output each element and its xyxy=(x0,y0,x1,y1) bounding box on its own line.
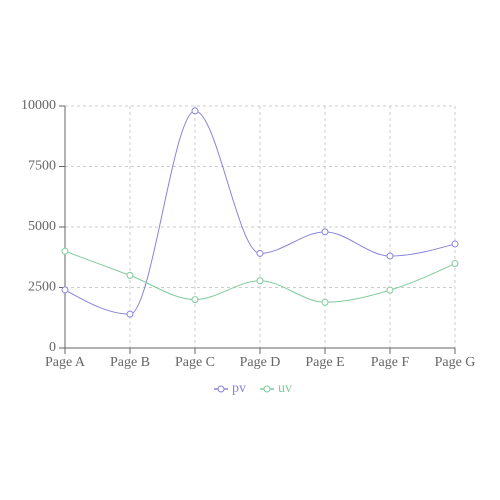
y-tick-label: 2500 xyxy=(28,280,56,295)
data-point xyxy=(126,310,134,318)
data-point xyxy=(191,107,199,115)
y-tick-label: 7500 xyxy=(28,159,56,174)
x-tick-label: Page A xyxy=(45,355,86,370)
legend-label: uv xyxy=(278,381,292,396)
y-tick-label: 10000 xyxy=(21,98,56,113)
data-point xyxy=(451,260,459,268)
x-tick-label: Page D xyxy=(240,355,281,370)
legend-icon-dot xyxy=(217,385,225,393)
x-tick-label: Page F xyxy=(371,355,410,370)
legend-label: pv xyxy=(232,381,246,396)
x-tick-label: Page C xyxy=(175,355,215,370)
x-tick-label: Page B xyxy=(110,355,150,370)
x-tick-label: Page G xyxy=(435,355,476,370)
data-point xyxy=(386,286,394,294)
x-tick-label: Page E xyxy=(305,355,344,370)
data-point xyxy=(191,296,199,304)
data-point xyxy=(321,228,329,236)
data-point xyxy=(451,240,459,248)
series-line xyxy=(64,110,456,315)
data-point xyxy=(256,277,264,285)
data-point xyxy=(256,249,264,257)
data-point xyxy=(386,252,394,260)
y-tick-label: 0 xyxy=(49,340,56,355)
data-point xyxy=(61,286,69,294)
legend-icon-dot xyxy=(263,385,271,393)
y-tick-label: 5000 xyxy=(28,219,56,234)
data-point xyxy=(61,247,69,255)
data-point xyxy=(126,271,134,279)
data-point xyxy=(321,298,329,306)
